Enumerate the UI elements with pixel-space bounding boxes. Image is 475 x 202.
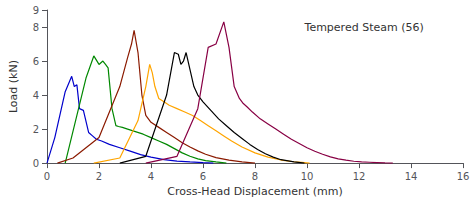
svg-text:12: 12 (353, 171, 366, 182)
svg-text:Tempered Steam (56): Tempered Steam (56) (304, 21, 424, 34)
svg-text:Load (kN): Load (kN) (7, 60, 20, 113)
svg-text:4: 4 (33, 90, 39, 101)
svg-text:14: 14 (405, 171, 418, 182)
svg-text:6: 6 (200, 171, 206, 182)
svg-text:4: 4 (148, 171, 154, 182)
svg-text:10: 10 (301, 171, 314, 182)
svg-text:8: 8 (252, 171, 258, 182)
svg-text:9: 9 (33, 5, 39, 16)
svg-text:8: 8 (33, 22, 39, 33)
svg-text:16: 16 (457, 171, 470, 182)
svg-text:2: 2 (96, 171, 102, 182)
svg-text:0: 0 (44, 171, 50, 182)
svg-text:Cross-Head Displacement (mm): Cross-Head Displacement (mm) (167, 185, 343, 198)
svg-text:6: 6 (33, 56, 39, 67)
svg-text:0: 0 (33, 158, 39, 169)
svg-text:2: 2 (33, 124, 39, 135)
